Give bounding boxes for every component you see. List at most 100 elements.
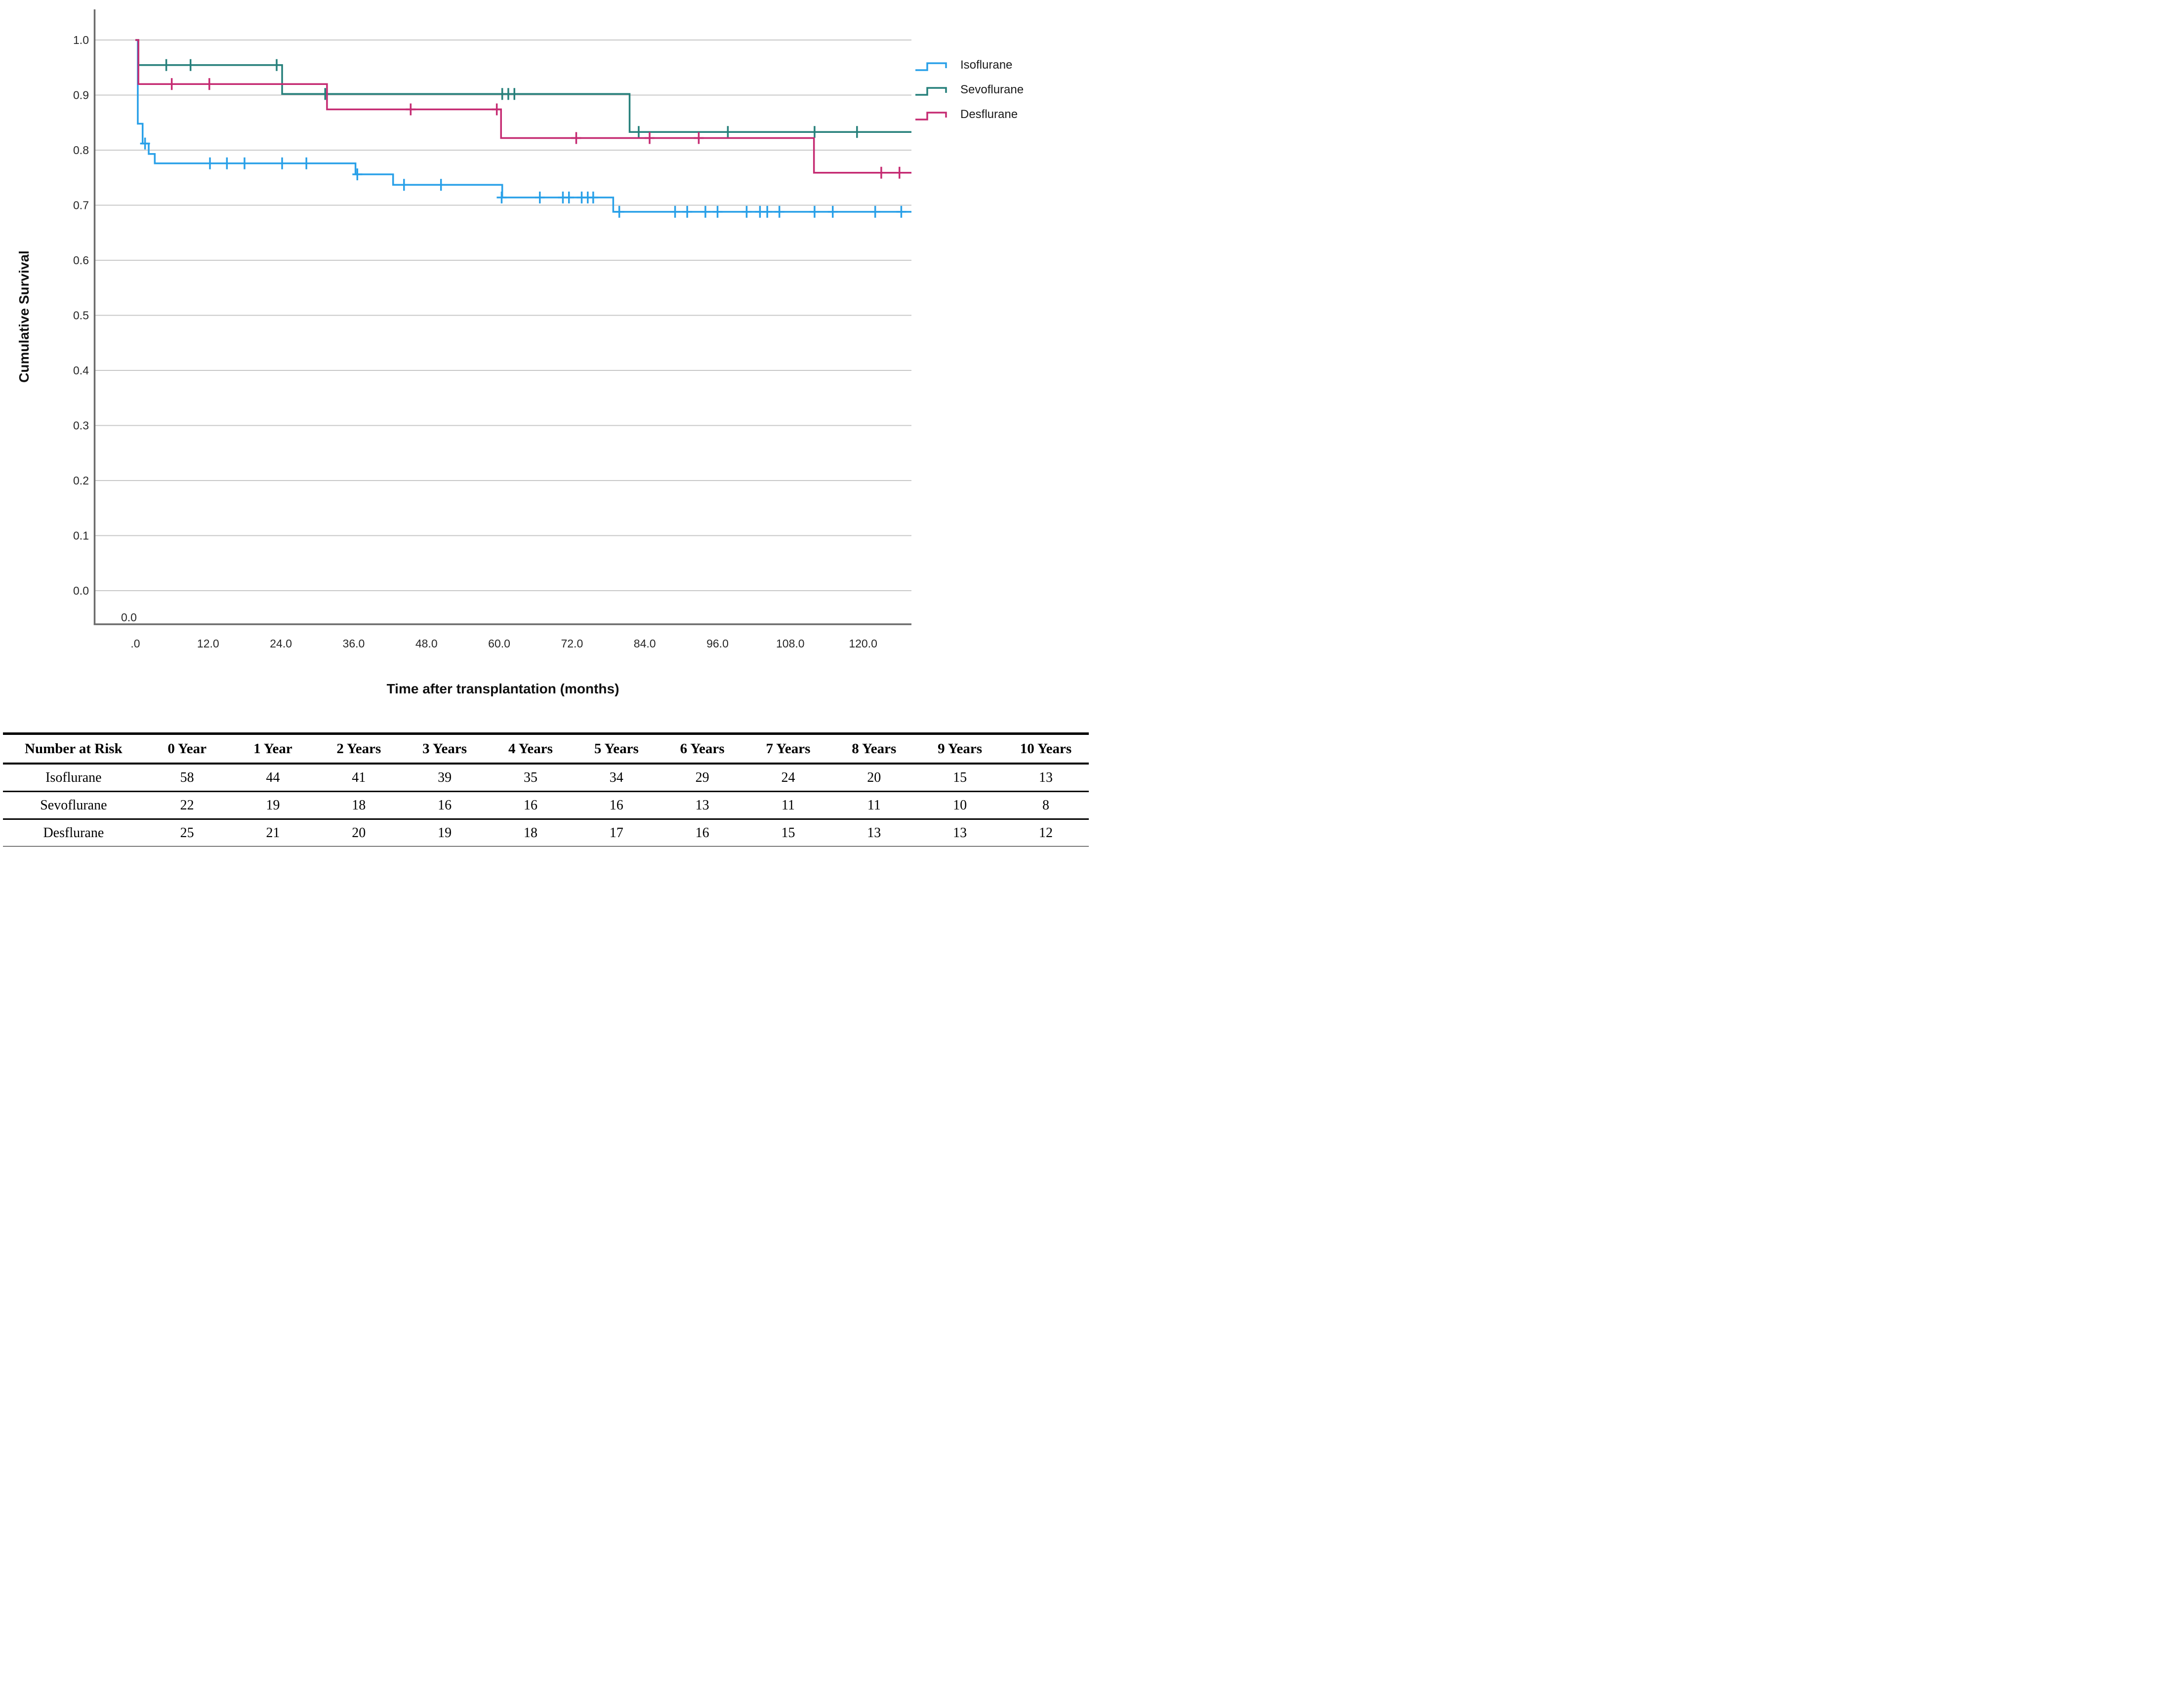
survival-curve-desflurane bbox=[135, 39, 911, 174]
y-axis-title: Cumulative Survival bbox=[16, 250, 32, 383]
x-tick-label: 84.0 bbox=[634, 637, 656, 650]
risk-count-cell: 35 bbox=[523, 769, 537, 785]
risk-count-cell: 13 bbox=[1039, 769, 1053, 785]
y-tick-label: 1.0 bbox=[73, 34, 89, 46]
survival-curve-sevoflurane bbox=[135, 39, 911, 133]
risk-count-cell: 16 bbox=[438, 797, 452, 813]
legend-swatch-sevoflurane bbox=[915, 87, 947, 96]
risk-count-cell: 34 bbox=[609, 769, 623, 785]
y-tick-label: 0.7 bbox=[73, 199, 89, 212]
risk-count-cell: 10 bbox=[953, 797, 967, 813]
km-chart: 1.0 0.9 0.8 0.7 0.6 0.5 0.4 0.3 0.2 0.1 0.0 .0 12.0… bbox=[16, 9, 1024, 696]
x-tick-label: 120.0 bbox=[849, 637, 877, 650]
legend-swatch-desflurane bbox=[915, 112, 947, 121]
risk-table-col-header: 1 Year bbox=[253, 740, 292, 757]
risk-count-cell: 39 bbox=[438, 769, 452, 785]
y-tick-label: 0.4 bbox=[73, 364, 89, 377]
km-survival-figure: 1.0 0.9 0.8 0.7 0.6 0.5 0.4 0.3 0.2 0.1 0.0 .0 12.0… bbox=[0, 0, 1092, 846]
legend: Isoflurane Sevoflurane Desflurane bbox=[915, 58, 1024, 121]
y-tick-label: 0.9 bbox=[73, 89, 89, 102]
risk-table-col-header: 3 Years bbox=[422, 740, 467, 757]
risk-count-cell: 17 bbox=[609, 825, 623, 841]
x-tick-label: 36.0 bbox=[343, 637, 365, 650]
risk-row-label: Desflurane bbox=[43, 825, 104, 841]
censor-marks-isoflurane bbox=[140, 137, 907, 218]
x-tick-label: .0 bbox=[130, 637, 140, 650]
risk-row-label: Sevoflurane bbox=[40, 797, 107, 813]
x-tick-label: 48.0 bbox=[415, 637, 438, 650]
risk-table-header-row: Number at Risk 0 Year 1 Year 2 Years 3 Year… bbox=[3, 734, 1089, 764]
legend-item-sevoflurane: Sevoflurane bbox=[915, 83, 1024, 96]
risk-count-cell: 15 bbox=[781, 825, 795, 841]
legend-swatch-isoflurane bbox=[915, 62, 947, 71]
risk-count-cell: 12 bbox=[1039, 825, 1053, 841]
risk-count-cell: 58 bbox=[180, 769, 194, 785]
y-tick-label: 0.8 bbox=[73, 144, 89, 157]
x-tick-label: 108.0 bbox=[776, 637, 805, 650]
legend-label: Sevoflurane bbox=[960, 83, 1024, 96]
x-tick-label: 12.0 bbox=[197, 637, 219, 650]
origin-label: 0.0 bbox=[121, 611, 137, 624]
survival-curves bbox=[135, 39, 911, 218]
risk-count-cell: 16 bbox=[695, 825, 709, 841]
risk-row-label: Isoflurane bbox=[45, 769, 102, 785]
risk-count-cell: 18 bbox=[523, 825, 537, 841]
risk-count-cell: 8 bbox=[1042, 797, 1049, 813]
risk-count-cell: 18 bbox=[352, 797, 366, 813]
risk-table-body: Isoflurane 58 44 41 39 35 34 29 24 20 15 13 Sevoflur… bbox=[3, 764, 1089, 846]
censor-marks-sevoflurane bbox=[161, 59, 862, 138]
risk-count-cell: 21 bbox=[266, 825, 280, 841]
risk-count-cell: 16 bbox=[523, 797, 537, 813]
risk-count-cell: 11 bbox=[781, 797, 795, 813]
risk-table-header: Number at Risk 0 Year 1 Year 2 Years 3 Year… bbox=[3, 734, 1089, 764]
x-tick-label: 72.0 bbox=[561, 637, 583, 650]
risk-table-col-header: 9 Years bbox=[938, 740, 983, 757]
y-tick-labels: 1.0 0.9 0.8 0.7 0.6 0.5 0.4 0.3 0.2 0.1 0.0 bbox=[73, 34, 89, 597]
x-tick-labels: .0 12.0 24.0 36.0 48.0 60.0 72.0 84.0 96.0 108.0 1… bbox=[130, 637, 877, 650]
x-axis-title: Time after transplantation (months) bbox=[387, 681, 619, 696]
y-tick-label: 0.5 bbox=[73, 309, 89, 322]
risk-table-row-sevoflurane: Sevoflurane 22 19 18 16 16 16 13 11 11 10 8 bbox=[3, 792, 1089, 819]
risk-count-cell: 11 bbox=[867, 797, 881, 813]
risk-count-cell: 16 bbox=[609, 797, 623, 813]
risk-count-cell: 15 bbox=[953, 769, 967, 785]
risk-table-col-header: 10 Years bbox=[1020, 740, 1072, 757]
y-tick-label: 0.1 bbox=[73, 529, 89, 542]
survival-curve-isoflurane bbox=[135, 39, 911, 213]
risk-count-cell: 20 bbox=[352, 825, 366, 841]
risk-count-cell: 19 bbox=[438, 825, 452, 841]
risk-count-cell: 44 bbox=[266, 769, 280, 785]
risk-count-cell: 24 bbox=[781, 769, 795, 785]
risk-count-cell: 13 bbox=[867, 825, 881, 841]
legend-label: Isoflurane bbox=[960, 58, 1012, 72]
risk-count-cell: 29 bbox=[695, 769, 709, 785]
risk-count-cell: 22 bbox=[180, 797, 194, 813]
number-at-risk-table: Number at Risk 0 Year 1 Year 2 Years 3 Year… bbox=[3, 732, 1089, 846]
y-tick-label: 0.2 bbox=[73, 474, 89, 487]
x-tick-label: 24.0 bbox=[270, 637, 292, 650]
risk-count-cell: 41 bbox=[352, 769, 366, 785]
risk-table-col-header: 6 Years bbox=[680, 740, 725, 757]
axes bbox=[93, 9, 911, 625]
risk-table-col-header: 0 Year bbox=[167, 740, 206, 757]
risk-table-col-header: 4 Years bbox=[508, 740, 553, 757]
legend-label: Desflurane bbox=[960, 108, 1018, 121]
legend-item-isoflurane: Isoflurane bbox=[915, 58, 1012, 72]
risk-table-col-header: 5 Years bbox=[594, 740, 639, 757]
risk-count-cell: 20 bbox=[867, 769, 881, 785]
risk-table-row-isoflurane: Isoflurane 58 44 41 39 35 34 29 24 20 15 13 bbox=[3, 764, 1089, 792]
censor-marks-desflurane bbox=[166, 78, 905, 179]
risk-table-col-header: 2 Years bbox=[336, 740, 381, 757]
risk-count-cell: 25 bbox=[180, 825, 194, 841]
y-tick-label: 0.3 bbox=[73, 419, 89, 432]
risk-count-cell: 13 bbox=[953, 825, 967, 841]
risk-count-cell: 13 bbox=[695, 797, 709, 813]
risk-table-row-desflurane: Desflurane 25 21 20 19 18 17 16 15 13 13 12 bbox=[3, 819, 1089, 847]
gridlines bbox=[94, 40, 911, 591]
risk-table-col-header: 8 Years bbox=[852, 740, 897, 757]
risk-table-corner-label: Number at Risk bbox=[25, 740, 123, 757]
y-tick-label: 0.6 bbox=[73, 254, 89, 267]
y-tick-label: 0.0 bbox=[73, 584, 89, 597]
risk-count-cell: 19 bbox=[266, 797, 280, 813]
legend-item-desflurane: Desflurane bbox=[915, 108, 1018, 121]
